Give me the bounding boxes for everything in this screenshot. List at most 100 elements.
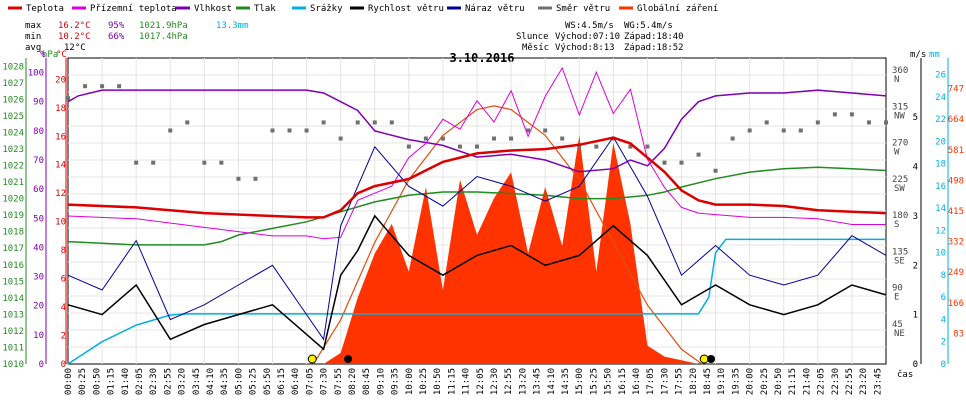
direction-dot xyxy=(543,128,548,133)
celsius-tick: 12 xyxy=(55,189,66,199)
direction-dot xyxy=(236,176,241,181)
celsius-tick: 10 xyxy=(55,218,66,228)
sun-label: Slunce xyxy=(516,32,549,42)
direction-dot xyxy=(866,120,871,125)
x-tick-label: 06:40 xyxy=(291,368,301,395)
x-tick-label: 05:50 xyxy=(263,368,273,395)
direction-dot xyxy=(185,120,190,125)
mm-tick: 14 xyxy=(935,204,946,214)
direction-letter: S xyxy=(894,220,899,230)
stat-max-rain: 13.3mm xyxy=(216,21,249,31)
x-tick-label: 20:25 xyxy=(760,368,770,395)
x-tick-label: 20:00 xyxy=(746,368,756,395)
sunrise-marker xyxy=(307,354,317,364)
hpa-tick: 1018 xyxy=(2,228,24,238)
x-tick-label: 20:50 xyxy=(774,368,784,395)
ms-tick: 3 xyxy=(913,212,918,222)
direction-dot xyxy=(253,176,258,181)
stat-min-press: 1017.4hPa xyxy=(139,32,188,42)
x-tick-label: 14:10 xyxy=(547,368,557,395)
stat-avg-temp: 12°C xyxy=(64,43,86,53)
x-tick-label: 01:40 xyxy=(121,368,131,395)
direction-dot xyxy=(168,128,173,133)
direction-dot xyxy=(560,136,565,141)
legend-item: Tlak xyxy=(254,4,276,14)
direction-tick: 135 xyxy=(892,247,908,257)
direction-dot xyxy=(338,136,343,141)
x-tick-label: 16:40 xyxy=(632,368,642,395)
direction-dot xyxy=(713,168,718,173)
temperature-line xyxy=(67,136,887,219)
direction-dot xyxy=(83,84,88,89)
sunset-marker xyxy=(699,354,709,364)
direction-tick: 360 xyxy=(892,66,908,76)
ms-tick: 1 xyxy=(913,311,918,321)
x-tick-label: 17:55 xyxy=(675,368,685,395)
percent-tick: 20 xyxy=(33,302,44,312)
x-tick-label: 00:00 xyxy=(64,368,74,395)
legend-item: Směr větru xyxy=(556,4,610,14)
direction-dot xyxy=(66,96,70,101)
legend-item: Vlhkost xyxy=(194,4,232,14)
x-tick-label: 10:00 xyxy=(405,368,415,395)
precipitation-line xyxy=(67,238,886,365)
direction-dot xyxy=(270,128,275,133)
hpa-tick: 1017 xyxy=(2,244,24,254)
x-tick-label: 08:45 xyxy=(362,368,372,395)
stat-avg-label: avg xyxy=(25,43,41,53)
gust-line xyxy=(67,136,887,341)
direction-tick: 225 xyxy=(892,175,908,185)
x-tick-label: 12:30 xyxy=(490,368,500,395)
stat-max-hum: 95% xyxy=(108,21,125,31)
celsius-tick: 14 xyxy=(55,161,66,171)
mm-tick: 16 xyxy=(935,182,946,192)
direction-tick: 45 xyxy=(892,320,903,330)
x-tick-label: 00:25 xyxy=(78,368,88,395)
mm-tick: 0 xyxy=(941,360,946,370)
x-tick-label: 14:35 xyxy=(561,368,571,395)
celsius-tick: 16 xyxy=(55,132,66,142)
x-tick-label: 02:55 xyxy=(163,368,173,395)
x-tick-label: 13:20 xyxy=(518,368,528,395)
direction-dot xyxy=(509,136,514,141)
x-tick-label: 07:55 xyxy=(334,368,344,395)
direction-letter: N xyxy=(894,75,899,85)
hpa-unit: hPa xyxy=(42,50,58,60)
direction-dot xyxy=(832,112,837,117)
hpa-tick: 1016 xyxy=(2,261,24,271)
direction-dot xyxy=(730,136,735,141)
x-tick-label: 18:20 xyxy=(689,368,699,395)
direction-dot xyxy=(628,144,633,149)
radiation-tick: 664 xyxy=(948,115,964,125)
direction-dot xyxy=(492,136,497,141)
theoretical-radiation-line xyxy=(312,105,703,365)
direction-dot xyxy=(884,120,888,125)
stat-min-hum: 66% xyxy=(108,32,125,42)
direction-dot xyxy=(117,84,122,89)
sun-rise: Východ:07:10 xyxy=(555,32,620,42)
x-tick-label: 08:20 xyxy=(348,368,358,395)
x-tick-label: 22:55 xyxy=(845,368,855,395)
ms-unit: m/s xyxy=(910,50,926,60)
stat-min-label: min xyxy=(25,32,41,42)
direction-dot xyxy=(747,128,752,133)
direction-dot xyxy=(781,128,786,133)
hpa-tick: 1024 xyxy=(2,128,24,138)
x-tick-label: 10:25 xyxy=(419,368,429,395)
direction-dot xyxy=(849,112,854,117)
ms-tick: 5 xyxy=(913,113,918,123)
percent-tick: 90 xyxy=(33,98,44,108)
mm-tick: 8 xyxy=(941,271,946,281)
mm-tick: 10 xyxy=(935,249,946,259)
x-tick-label: 17:30 xyxy=(660,368,670,395)
hpa-tick: 1014 xyxy=(2,294,24,304)
x-tick-label: 21:15 xyxy=(788,368,798,395)
x-tick-label: 02:30 xyxy=(149,368,159,395)
hpa-tick: 1028 xyxy=(2,62,24,72)
wind-gust-info: WG:5.4m/s xyxy=(624,21,673,31)
moon-rise: Východ:8:13 xyxy=(555,43,615,53)
direction-dot xyxy=(406,144,411,149)
direction-letter: E xyxy=(894,293,899,303)
legend-item: Globální záření xyxy=(637,4,718,14)
x-tick-label: 21:40 xyxy=(802,368,812,395)
